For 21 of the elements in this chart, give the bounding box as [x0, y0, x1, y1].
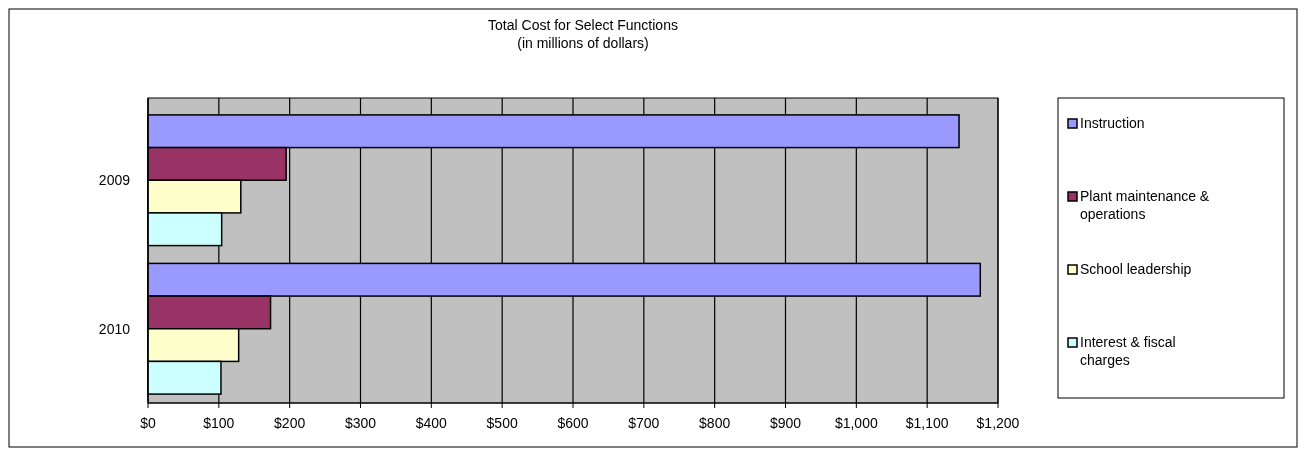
chart-subtitle: (in millions of dollars) — [517, 35, 649, 51]
y-tick-label: 2010 — [98, 320, 131, 337]
x-tick-label: $100 — [203, 415, 235, 431]
x-tick-label: $1,000 — [834, 415, 878, 431]
legend-label: Interest & fiscal charges — [1080, 334, 1176, 368]
y-tick-label: 2009 — [98, 172, 131, 189]
legend-label: Plant maintenance & operations — [1080, 188, 1210, 222]
x-tick-label: $600 — [557, 415, 589, 431]
chart-title: Total Cost for Select Functions — [488, 17, 678, 33]
x-tick-label: $0 — [140, 415, 156, 431]
x-tick-label: $900 — [769, 415, 802, 431]
x-tick-label: $1,100 — [905, 415, 949, 431]
x-tick-label: $800 — [699, 415, 731, 431]
legend-label: Instruction — [1080, 115, 1145, 131]
x-tick-label: $200 — [274, 415, 306, 431]
x-tick-label: $300 — [344, 415, 377, 431]
x-tick-label: $1,200 — [976, 415, 1020, 431]
x-tick-label: $400 — [415, 415, 448, 431]
x-tick-label: $700 — [628, 415, 660, 431]
x-tick-label: $500 — [486, 415, 518, 431]
legend-label: School leadership — [1080, 261, 1192, 277]
